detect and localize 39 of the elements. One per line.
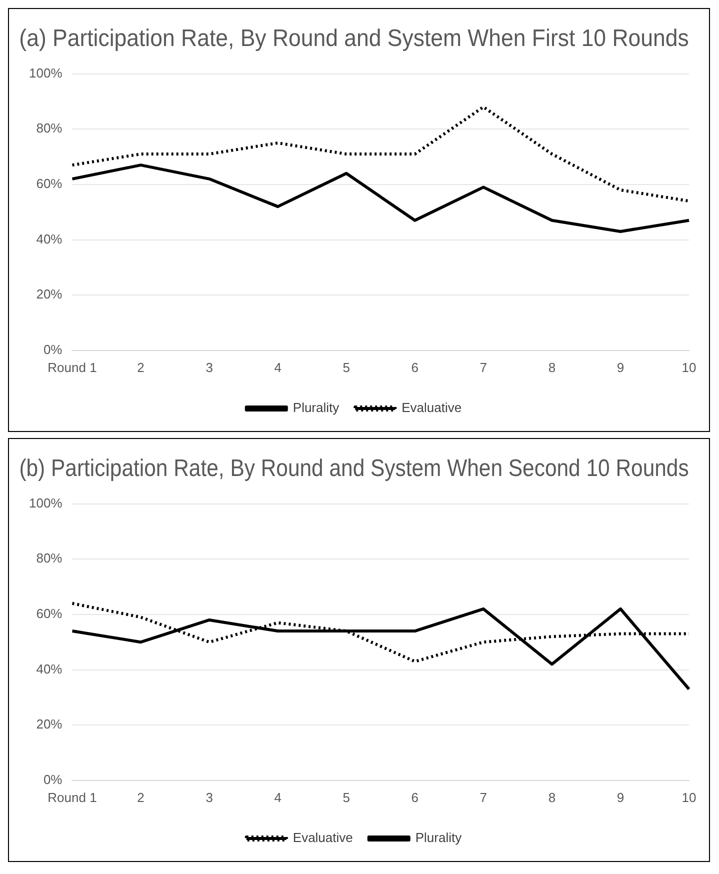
y-tick-label: 40% [36,661,63,676]
x-tick-label: 2 [137,790,144,805]
x-tick-label: 3 [206,790,213,805]
x-tick-label: 9 [616,790,624,805]
y-tick-label: 60% [36,606,63,622]
y-tick-label: 20% [36,716,63,732]
x-tick-label: 6 [411,360,419,375]
x-tick-label: 2 [137,360,144,375]
y-tick-label: 100% [29,495,63,510]
x-tick-label: 3 [206,360,213,375]
x-tick-label: Round 1 [48,360,97,375]
legend-label: Evaluative [292,830,353,846]
x-tick-label: 4 [274,360,282,375]
y-tick-label: 40% [36,231,63,246]
y-tick-label: 80% [36,550,63,566]
x-tick-label: 9 [616,360,624,375]
line-series [70,105,690,203]
x-tick-label: 5 [342,790,350,805]
y-tick-label: 20% [36,286,63,302]
x-tick-label: 10 [682,790,696,805]
chart-title: (b) Participation Rate, By Round and System When Second 10 Rounds [19,454,689,482]
legend-label: Plurality [415,830,462,846]
legend-label: Plurality [292,400,340,416]
legend-label: Evaluative [402,400,462,416]
x-tick-label: 4 [274,790,282,805]
x-tick-label: 10 [682,360,696,375]
x-tick-label: 6 [411,790,419,805]
y-tick-label: 0% [43,772,63,787]
x-tick-label: 8 [548,790,556,805]
x-tick-label: 7 [480,790,488,805]
y-tick-label: 0% [43,342,63,357]
chart-title: (a) Participation Rate, By Round and System When First 10 Rounds [19,24,689,52]
x-tick-label: Round 1 [48,790,97,805]
y-tick-label: 60% [36,176,63,192]
y-tick-label: 100% [29,65,63,80]
x-tick-label: 5 [342,360,350,375]
x-tick-label: 7 [480,360,488,375]
y-tick-label: 80% [36,120,63,136]
x-tick-label: 8 [548,360,556,375]
